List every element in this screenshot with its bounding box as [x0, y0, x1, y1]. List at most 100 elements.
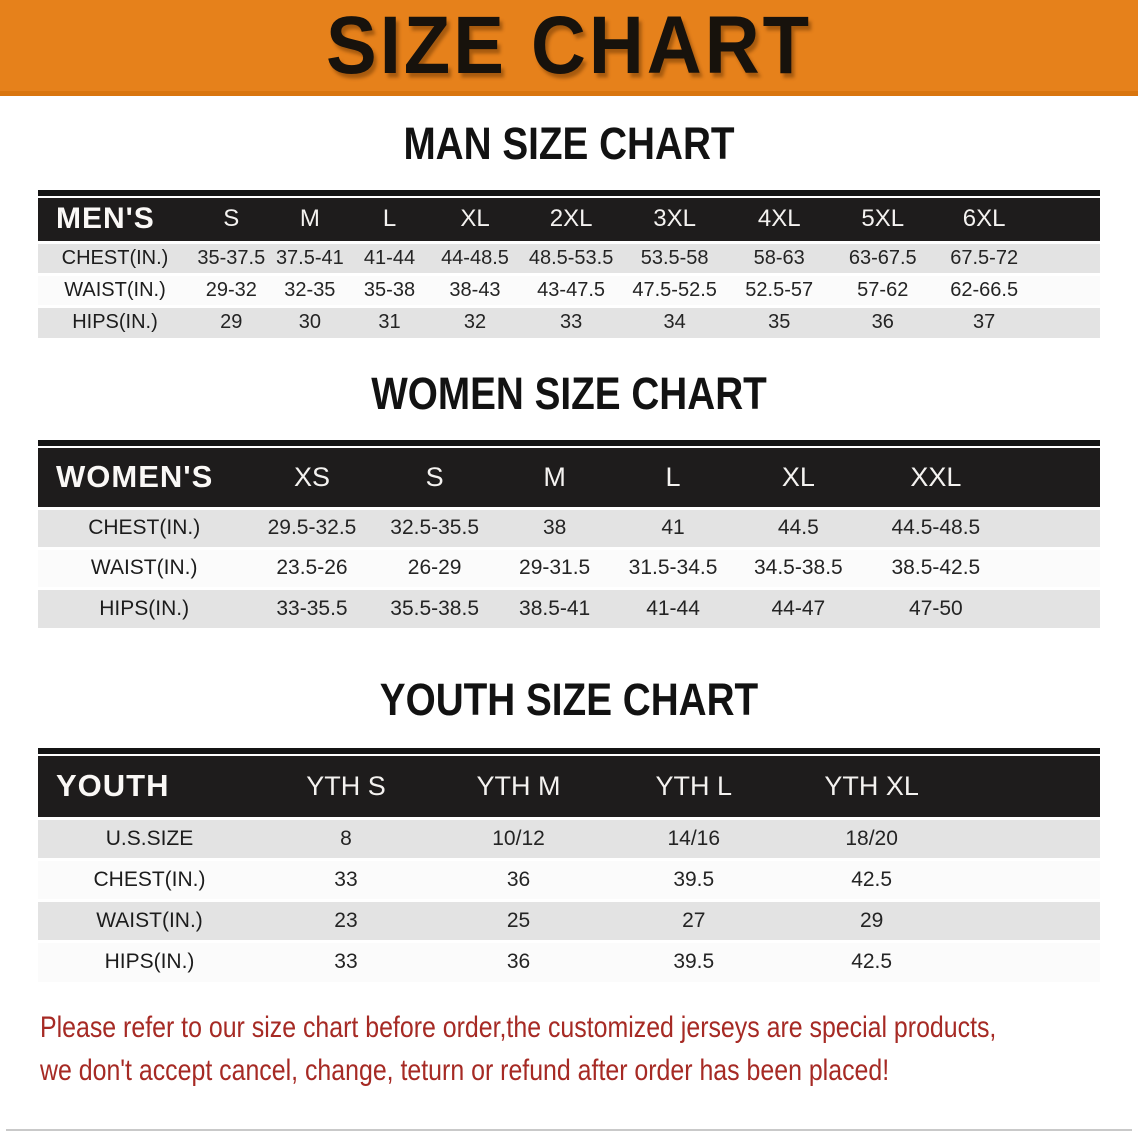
women-hips-row: HIPS(IN.) 33-35.5 35.5-38.5 38.5-41 41-4…	[38, 588, 1100, 628]
size-value: 53.5-58	[640, 246, 709, 269]
size-value: 23	[334, 908, 358, 932]
spacer-cell	[1008, 508, 1100, 548]
men-header-row: MEN'S S M L XL 2XL 3XL 4XL 5XL 6XL	[38, 198, 1100, 242]
banner: SIZE CHART	[0, 0, 1138, 96]
size-value: 42.5	[851, 950, 893, 974]
youth-size-header: YTH L	[606, 756, 782, 818]
size-value: 38.5-41	[519, 596, 591, 620]
men-size-header: 4XL	[727, 198, 832, 242]
size-value: 57-62	[857, 278, 909, 301]
size-value: 31.5-34.5	[628, 556, 718, 579]
size-value: 27	[682, 908, 706, 932]
size-value: 29	[859, 908, 884, 932]
size-value: 44.5	[777, 516, 819, 539]
size-value: 35-38	[363, 278, 416, 301]
spacer-cell	[962, 818, 1100, 859]
size-value: 35	[768, 311, 791, 334]
women-size-header: M	[495, 448, 614, 508]
youth-section-heading: YOUTH SIZE CHART	[379, 674, 759, 725]
size-value: 58-63	[753, 246, 805, 269]
size-value: 29-32	[205, 278, 257, 301]
men-corner-label: MEN'S	[38, 198, 192, 242]
size-value: 63-67.5	[848, 246, 917, 269]
size-value: 37.5-41	[275, 246, 344, 269]
size-value: 52.5-57	[745, 278, 814, 301]
size-value: 33-35.5	[276, 596, 348, 620]
youth-corner-label: YOUTH	[38, 756, 262, 818]
women-waist-row: WAIST(IN.) 23.5-26 26-29 29-31.5 31.5-34…	[38, 548, 1100, 588]
size-value: 31	[378, 311, 401, 334]
spacer-cell	[1034, 274, 1100, 306]
men-size-header: 6XL	[934, 198, 1035, 242]
row-label: CHEST(IN.)	[61, 246, 169, 269]
spacer-cell	[961, 756, 1100, 818]
size-value: 33	[559, 311, 583, 334]
size-value: 32.5-35.5	[390, 516, 480, 539]
women-section-heading: WOMEN SIZE CHART	[371, 368, 767, 419]
size-value: 29	[220, 311, 243, 334]
size-value: 32	[463, 311, 487, 334]
spacer-cell	[962, 859, 1100, 900]
size-value: 48.5-53.5	[528, 246, 614, 269]
size-value: 29.5-32.5	[267, 516, 357, 539]
youth-size-header: YTH XL	[781, 756, 962, 818]
bottom-divider	[6, 1129, 1132, 1131]
youth-header-row: YOUTH YTH S YTH M YTH L YTH XL	[38, 756, 1100, 818]
size-value: 29-31.5	[519, 556, 591, 579]
row-label: HIPS(IN.)	[104, 950, 195, 974]
women-size-header: L	[613, 448, 733, 508]
youth-hips-row: HIPS(IN.) 33 36 39.5 42.5	[38, 941, 1100, 982]
spacer-cell	[1034, 198, 1100, 242]
disclaimer-text: Please refer to our size chart before or…	[40, 1006, 1136, 1092]
spacer-cell	[1008, 588, 1100, 628]
women-corner-label: WOMEN'S	[38, 448, 251, 508]
size-value: 8	[340, 826, 352, 850]
youth-ussize-row: U.S.SIZE 8 10/12 14/16 18/20	[38, 818, 1100, 859]
row-label: CHEST(IN.)	[88, 516, 201, 539]
men-size-table: MEN'S S M L XL 2XL 3XL 4XL 5XL 6XL CHEST…	[38, 190, 1100, 338]
spacer-cell	[1034, 306, 1100, 338]
spacer-cell	[962, 941, 1100, 982]
men-size-header: 3XL	[622, 198, 728, 242]
size-value: 36	[506, 950, 531, 974]
size-value: 67.5-72	[950, 246, 1019, 269]
size-value: 39.5	[673, 867, 715, 891]
size-value: 44-47	[771, 596, 826, 620]
men-size-header: S	[192, 198, 271, 242]
size-value: 34.5-38.5	[753, 556, 843, 579]
men-size-header: M	[270, 198, 350, 242]
size-value: 10/12	[492, 826, 545, 850]
men-chest-row: CHEST(IN.) 35-37.5 37.5-41 41-44 44-48.5…	[38, 242, 1100, 274]
youth-chest-row: CHEST(IN.) 33 36 39.5 42.5	[38, 859, 1100, 900]
size-value: 33	[334, 867, 358, 891]
size-value: 38-43	[449, 278, 501, 301]
size-value: 41	[661, 516, 685, 539]
size-value: 18/20	[845, 826, 898, 850]
women-size-table: WOMEN'S XS S M L XL XXL CHEST(IN.) 29.5-…	[38, 440, 1100, 628]
youth-size-header: YTH M	[430, 756, 607, 818]
size-value: 35-37.5	[197, 246, 266, 269]
size-value: 41-44	[363, 246, 416, 269]
row-label: HIPS(IN.)	[99, 596, 190, 620]
spacer-cell	[962, 900, 1100, 941]
disclaimer-line-2: we don't accept cancel, change, teturn o…	[40, 1054, 890, 1087]
spacer-cell	[1008, 548, 1100, 588]
size-value: 32-35	[284, 278, 336, 301]
size-value: 47.5-52.5	[632, 278, 717, 301]
size-value: 44-48.5	[441, 246, 509, 269]
size-value: 42.5	[851, 867, 893, 891]
size-value: 25	[506, 908, 531, 932]
men-size-header: L	[349, 198, 430, 242]
men-size-header: XL	[429, 198, 521, 242]
spacer-cell	[1034, 242, 1100, 274]
banner-title: SIZE CHART	[326, 0, 812, 92]
size-value: 38.5-42.5	[891, 556, 981, 579]
size-value: 44.5-48.5	[891, 516, 981, 539]
women-header-row: WOMEN'S XS S M L XL XXL	[38, 448, 1100, 508]
size-value: 43-47.5	[537, 278, 606, 301]
row-label: CHEST(IN.)	[93, 867, 206, 891]
size-value: 36	[506, 867, 531, 891]
size-value: 38	[542, 516, 567, 539]
size-value: 30	[298, 311, 321, 334]
